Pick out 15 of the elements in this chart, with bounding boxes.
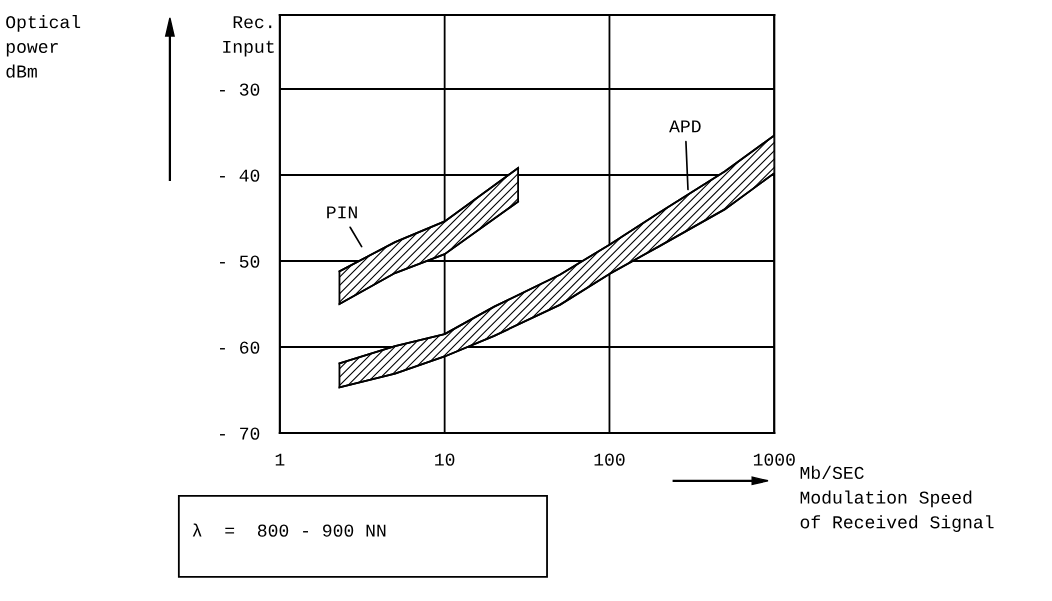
y-tick-label: - 40	[219, 169, 260, 182]
text: Rec. Input	[223, 16, 274, 57]
text: λ = 800 - 900 NN	[192, 523, 386, 537]
x-tick-label: 1000	[753, 453, 795, 466]
y-tick-label: - 30	[219, 83, 260, 96]
x-tick-label: 100	[594, 453, 625, 466]
x-axis-title: Mb/SEC Modulation Speed of Received Signal	[800, 465, 994, 532]
x-tick-label: 10	[435, 453, 455, 466]
y-tick-label: - 70	[219, 427, 260, 440]
y-tick-label: - 50	[219, 255, 260, 268]
text: PIN	[327, 206, 357, 219]
text: Optical power dBm	[6, 15, 81, 78]
text: APD	[669, 120, 701, 133]
y-tick-label: - 60	[219, 341, 260, 354]
x-tick-label: 1	[275, 453, 285, 466]
